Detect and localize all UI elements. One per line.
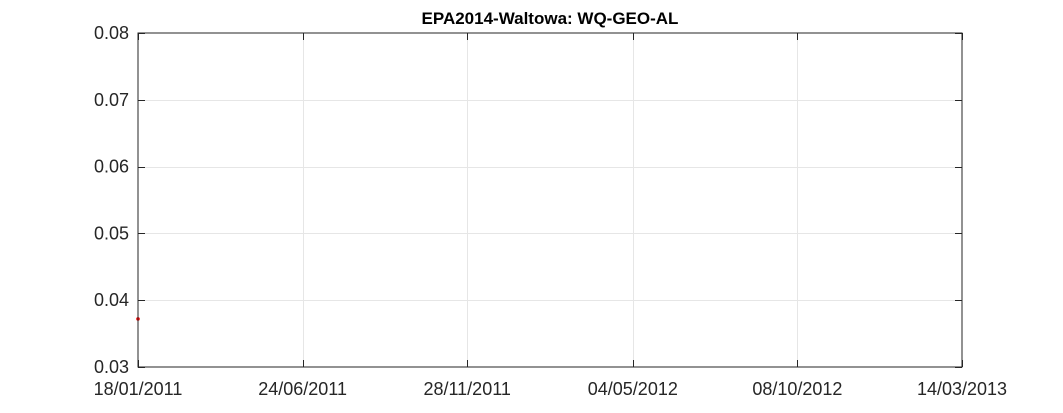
y-tick-label: 0.06 [94,157,129,177]
x-tick-label: 24/06/2011 [258,379,347,399]
y-tick-label: 0.04 [94,290,129,310]
ticks: 0.03 0.04 0.05 0.06 0.07 0.08 18/01/2011 24/06/… [94,23,1007,399]
y-tick-label: 0.08 [94,23,129,43]
y-tick-label: 0.07 [94,90,129,110]
plot-frame [137,32,963,368]
x-tick-label: 14/03/2013 [917,379,1007,399]
chart-title: EPA2014-Waltowa: WQ-GEO-AL [422,9,679,28]
x-tick-label: 28/11/2011 [423,379,510,399]
x-tick-label: 08/10/2012 [752,379,842,399]
grid [138,33,962,367]
plot-area [138,33,962,367]
x-tick-label: 18/01/2011 [94,379,183,399]
y-tick-label: 0.03 [94,357,129,377]
y-tick-label: 0.05 [94,223,129,243]
x-tick-label: 04/05/2012 [588,379,678,399]
